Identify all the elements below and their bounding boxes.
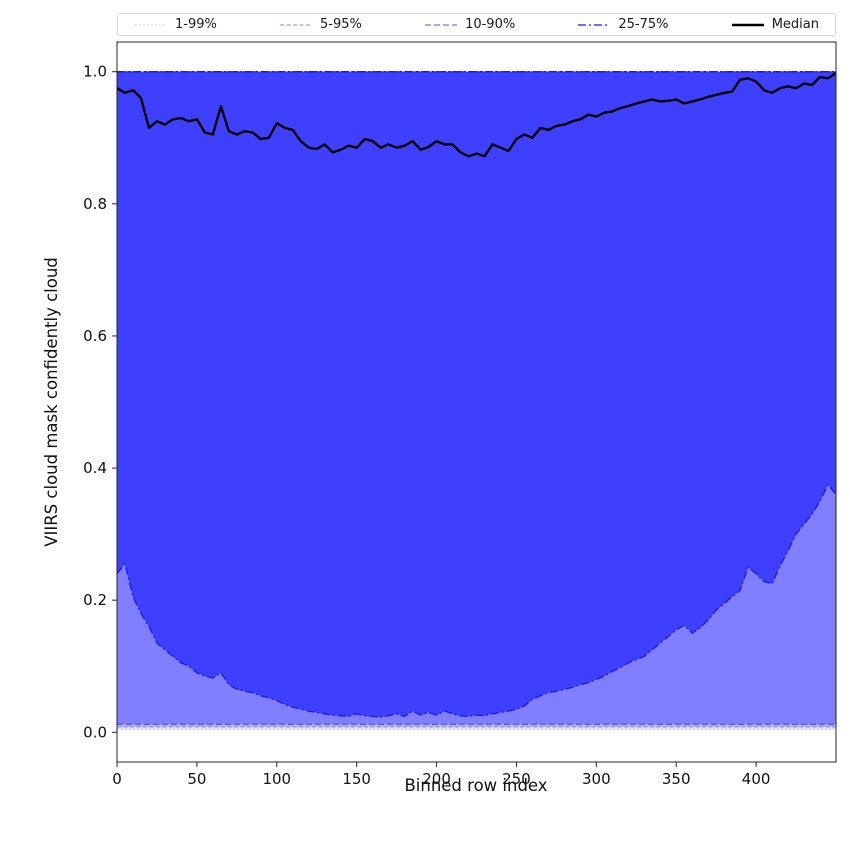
- x-tick-label: 400: [742, 770, 771, 788]
- x-tick-label: 300: [582, 770, 611, 788]
- axes-frame: [116, 41, 837, 763]
- legend-item-10-90%: 10-90%: [424, 17, 515, 32]
- y-tick-label: 1.0: [83, 63, 107, 81]
- x-tick-label: 0: [112, 770, 122, 788]
- legend-line-sample: [135, 23, 167, 26]
- x-tick-label: 200: [422, 770, 451, 788]
- legend-label: Median: [771, 17, 819, 32]
- y-tick-label: 0.4: [83, 459, 107, 477]
- legend-label: 25-75%: [618, 17, 669, 32]
- legend-label: 5-95%: [320, 17, 362, 32]
- y-tick-label: 0.8: [83, 195, 107, 213]
- legend-label: 1-99%: [175, 17, 217, 32]
- legend-line-sample: [425, 23, 458, 26]
- y-axis-label: VIIRS cloud mask confidently cloud: [42, 257, 61, 547]
- band-fill-25-75%: [117, 71, 836, 718]
- x-axis-label: Binned row index: [404, 776, 548, 795]
- x-tick-label: 50: [187, 770, 206, 788]
- x-tick-label: 100: [262, 770, 291, 788]
- legend-item-5-95%: 5-95%: [279, 17, 362, 32]
- median-line: [117, 71, 836, 158]
- legend-item-25-75%: 25-75%: [577, 17, 669, 32]
- x-tick-label: 250: [502, 770, 531, 788]
- band-edge-25-75%-p25: [117, 483, 836, 718]
- x-tick-label: 150: [342, 770, 371, 788]
- y-tick-label: 0.0: [83, 723, 107, 741]
- legend-item-Median: Median: [731, 17, 819, 32]
- legend-item-1-99%: 1-99%: [134, 17, 217, 32]
- y-tick-label: 0.6: [83, 327, 107, 345]
- y-tick-label: 0.2: [83, 591, 107, 609]
- legend-line-sample: [280, 23, 313, 26]
- legend-line-sample: [578, 23, 611, 26]
- legend: 1-99% 5-95% 10-90% 25-75% Median: [117, 13, 836, 36]
- legend-line-sample: [731, 23, 764, 26]
- legend-label: 10-90%: [465, 17, 516, 32]
- x-tick-label: 350: [662, 770, 691, 788]
